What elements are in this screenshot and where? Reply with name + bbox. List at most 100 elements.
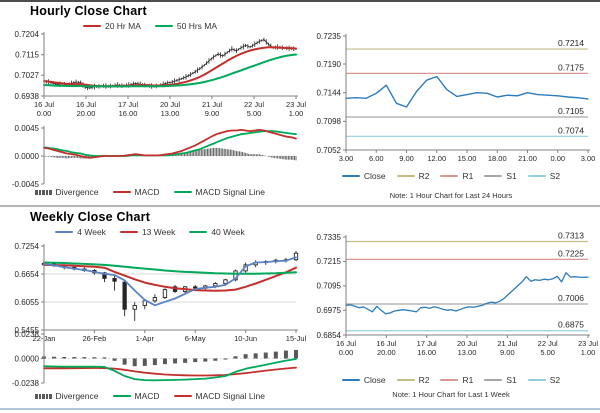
svg-text:1.00: 1.00 [289,109,304,118]
hourly-section-title: Hourly Close Chart [30,4,147,18]
legend-label: 13 Week [141,227,176,237]
legend-label: R2 [418,171,430,181]
legend-label: Divergence [55,391,99,401]
svg-text:0.7204: 0.7204 [15,30,40,39]
legend-label: S1 [506,171,517,181]
svg-text:0.7215: 0.7215 [317,257,342,266]
svg-text:9.00: 9.00 [500,348,515,357]
svg-text:5.00: 5.00 [540,348,555,357]
legend-label: 4 Week [77,227,106,237]
line-swatch [341,379,360,381]
line-swatch [154,25,173,27]
svg-text:0.7254: 0.7254 [15,242,40,251]
svg-text:3.00: 3.00 [339,154,354,163]
svg-text:0.6875: 0.6875 [558,320,584,330]
svg-text:22 Jul: 22 Jul [244,100,264,109]
svg-text:0.7225: 0.7225 [558,248,584,258]
legend-label: MACD Signal Line [195,391,265,401]
svg-text:22 Jul: 22 Jul [538,339,558,348]
svg-text:0.6854: 0.6854 [317,331,342,340]
svg-text:15.00: 15.00 [458,154,477,163]
svg-text:20.00: 20.00 [377,348,396,357]
svg-text:9.00: 9.00 [399,154,414,163]
svg-text:0.7006: 0.7006 [558,293,584,303]
svg-text:20 Jul: 20 Jul [457,339,477,348]
line-swatch [55,231,74,233]
svg-text:0.7235: 0.7235 [317,32,342,41]
line-swatch [527,379,546,381]
svg-text:-0.0045: -0.0045 [12,180,40,189]
svg-text:0.6055: 0.6055 [15,298,40,307]
svg-text:0.7027: 0.7027 [15,71,40,80]
line-swatch [173,395,192,397]
svg-text:5.00: 5.00 [247,109,262,118]
svg-text:17 Jul: 17 Jul [118,100,138,109]
line-swatch [189,231,208,233]
pivot-week-legend: Close R2 R1 S1 S2 [306,375,596,385]
svg-text:16 Jul: 16 Jul [34,100,54,109]
svg-text:20 Jul: 20 Jul [160,100,180,109]
svg-text:21.00: 21.00 [518,154,537,163]
svg-text:23 Jul: 23 Jul [578,339,598,348]
svg-text:0.7214: 0.7214 [558,38,584,48]
legend-item-r1: R1 [440,375,473,385]
svg-text:13.00: 13.00 [458,348,477,357]
legend-item-macd: MACD [112,391,160,401]
svg-text:0.0000: 0.0000 [15,354,40,363]
line-swatch [396,175,415,177]
bottom-border [0,408,600,410]
legend-label: Close [363,375,386,385]
line-swatch [527,175,546,177]
svg-text:0.7335: 0.7335 [317,233,342,242]
svg-text:0.7144: 0.7144 [317,88,342,97]
svg-text:6-May: 6-May [185,334,206,343]
legend-item-r2: R2 [396,375,429,385]
svg-text:0.7098: 0.7098 [317,117,342,126]
svg-text:3.00: 3.00 [581,154,596,163]
svg-text:0.6938: 0.6938 [15,92,40,101]
legend-label: R1 [462,171,474,181]
svg-text:0.7115: 0.7115 [15,51,39,60]
line-swatch [112,395,131,397]
svg-text:0.7074: 0.7074 [558,125,584,135]
svg-text:20.00: 20.00 [77,109,96,118]
legend-label: 50 Hrs MA [176,21,218,31]
legend-label: S2 [549,375,561,385]
legend-item-50-hrs-ma: 50 Hrs MA [154,21,218,31]
svg-text:-0.0238: -0.0238 [12,379,40,388]
legend-item-macd: MACD [112,187,160,197]
svg-text:0.7190: 0.7190 [317,60,342,69]
divergence-bars-swatch [35,393,52,399]
svg-text:9.00: 9.00 [205,109,220,118]
svg-text:0.6975: 0.6975 [317,306,342,315]
legend-item-divergence: Divergence [35,391,99,401]
legend-label: Divergence [55,187,99,197]
legend-item-s2: S2 [527,171,560,181]
weekly-section-title: Weekly Close Chart [30,210,151,224]
weekly-macd-chart: 0.0238 0.0000 -0.0238 [12,330,298,388]
svg-text:0.00: 0.00 [37,109,52,118]
legend-item-13-week: 13 Week [119,227,176,237]
svg-text:0.00: 0.00 [339,348,354,357]
svg-text:0.6654: 0.6654 [15,270,40,279]
legend-item-4-week: 4 Week [55,227,106,237]
pivot-week-note: Note: 1 Hour Chart for Last 1 Week [392,390,510,399]
weekly-price-legend: 4 Week 13 Week 40 Week [0,227,300,237]
svg-text:21 Jul: 21 Jul [497,339,517,348]
line-swatch [341,175,360,177]
svg-text:0.5455: 0.5455 [15,326,40,335]
legend-item-macd-signal-line: MACD Signal Line [173,187,265,197]
line-swatch [82,25,101,27]
hourly-macd-chart: 0.0045 0.0000 -0.0045 [12,124,297,189]
legend-item-r2: R2 [396,171,430,181]
legend-label: 20 Hr MA [104,21,141,31]
svg-text:21 Jul: 21 Jul [202,100,222,109]
line-swatch [112,191,131,193]
svg-text:0.0045: 0.0045 [15,124,40,133]
svg-text:1-Apr: 1-Apr [136,334,155,343]
line-swatch [440,379,459,381]
